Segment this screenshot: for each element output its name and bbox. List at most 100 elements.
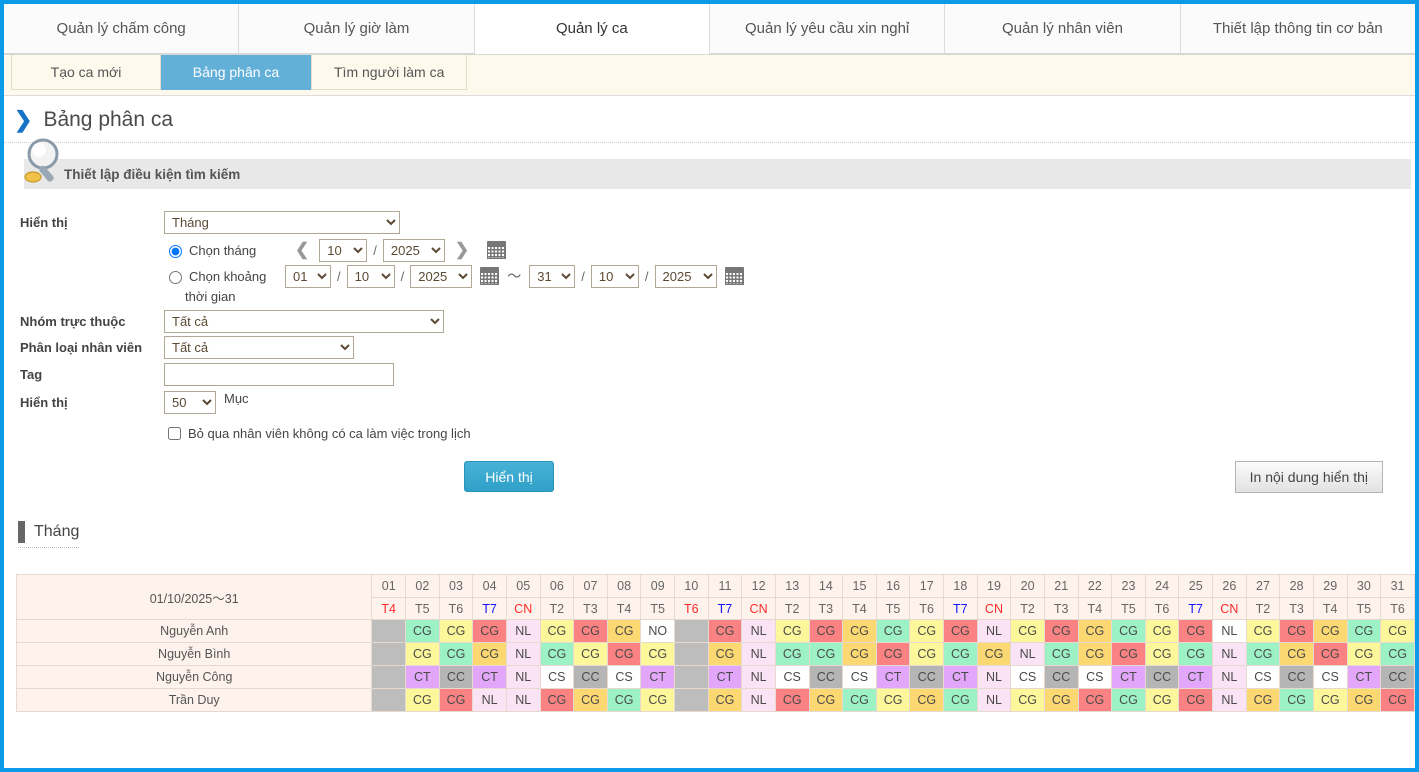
main-tab-5[interactable]: Thiết lập thông tin cơ bản xyxy=(1180,4,1415,54)
shift-cell[interactable]: NL xyxy=(505,619,541,643)
shift-cell[interactable]: CG xyxy=(405,619,440,643)
shift-cell[interactable]: CG xyxy=(707,688,743,712)
shift-cell[interactable]: CG xyxy=(573,688,608,712)
shift-cell[interactable]: CG xyxy=(1178,642,1214,666)
shift-cell[interactable]: NL xyxy=(505,665,541,689)
shift-cell[interactable]: CT xyxy=(1111,665,1146,689)
next-month-arrow[interactable]: ❯ xyxy=(454,240,470,259)
sub-tab-2[interactable]: Tìm người làm ca xyxy=(311,55,468,90)
shift-cell[interactable]: CS xyxy=(774,665,810,689)
shift-cell[interactable]: CG xyxy=(842,688,877,712)
shift-cell[interactable]: CG xyxy=(405,642,440,666)
range-end-day-select[interactable]: 31 xyxy=(529,264,576,288)
shift-cell[interactable]: CG xyxy=(1077,642,1113,666)
shift-cell[interactable]: CS xyxy=(1077,665,1113,689)
shift-cell[interactable]: CG xyxy=(1380,619,1415,643)
shift-cell[interactable]: CG xyxy=(1279,642,1314,666)
shift-cell[interactable]: CG xyxy=(943,688,978,712)
shift-cell[interactable]: CG xyxy=(438,642,474,666)
shift-cell[interactable] xyxy=(371,688,407,712)
calendar-icon-end[interactable] xyxy=(724,267,744,285)
shift-cell[interactable]: CC xyxy=(909,665,945,689)
employee-name[interactable]: Trần Duy xyxy=(15,688,373,712)
sub-tab-1[interactable]: Bảng phân ca xyxy=(161,55,311,90)
shift-cell[interactable]: CG xyxy=(1346,619,1382,643)
shift-cell[interactable]: CG xyxy=(1111,642,1146,666)
shift-cell[interactable]: CG xyxy=(472,642,507,666)
shift-cell[interactable]: NL xyxy=(505,688,541,712)
shift-cell[interactable]: CC xyxy=(1043,665,1079,689)
shift-cell[interactable]: CG xyxy=(1010,619,1045,643)
shift-cell[interactable]: CT xyxy=(1346,665,1382,689)
shift-cell[interactable]: CG xyxy=(875,642,911,666)
shift-cell[interactable]: CG xyxy=(1010,688,1045,712)
shift-cell[interactable]: CC xyxy=(438,665,474,689)
shift-cell[interactable]: CG xyxy=(707,642,743,666)
shift-cell[interactable]: CG xyxy=(472,619,507,643)
shift-cell[interactable]: CG xyxy=(1111,619,1146,643)
shift-cell[interactable]: CG xyxy=(1178,619,1214,643)
tag-input[interactable] xyxy=(164,363,394,386)
print-button[interactable]: In nội dung hiển thị xyxy=(1234,461,1383,493)
shift-cell[interactable]: CG xyxy=(1346,642,1382,666)
shift-cell[interactable]: CG xyxy=(875,619,911,643)
shift-cell[interactable]: CG xyxy=(774,619,810,643)
shift-cell[interactable]: NL xyxy=(976,665,1012,689)
shift-cell[interactable]: CT xyxy=(1178,665,1214,689)
shift-cell[interactable]: CG xyxy=(1111,688,1146,712)
shift-cell[interactable]: CG xyxy=(438,688,474,712)
shift-cell[interactable]: NL xyxy=(1212,688,1247,712)
shift-cell[interactable]: CG xyxy=(606,619,642,643)
shift-cell[interactable]: CG xyxy=(842,642,877,666)
shift-cell[interactable]: CG xyxy=(539,642,575,666)
shift-cell[interactable]: CG xyxy=(976,642,1012,666)
choose-range-radio[interactable] xyxy=(169,271,182,284)
shift-cell[interactable]: CC xyxy=(1279,665,1314,689)
range-end-month-select[interactable]: 10 xyxy=(590,264,639,288)
submit-display-button[interactable]: Hiển thị xyxy=(464,461,554,492)
shift-cell[interactable]: CG xyxy=(539,619,575,643)
shift-cell[interactable]: CG xyxy=(1245,642,1281,666)
main-tab-2[interactable]: Quản lý ca xyxy=(474,4,710,54)
shift-cell[interactable]: CC xyxy=(808,665,844,689)
shift-cell[interactable]: NL xyxy=(505,642,541,666)
shift-cell[interactable]: CG xyxy=(1279,688,1314,712)
shift-cell[interactable]: CT xyxy=(405,665,440,689)
employee-name[interactable]: Nguyễn Anh xyxy=(15,619,373,643)
shift-cell[interactable]: CC xyxy=(1380,665,1415,689)
shift-cell[interactable]: CG xyxy=(1245,619,1281,643)
shift-cell[interactable]: CG xyxy=(1312,642,1348,666)
prev-month-arrow[interactable]: ❮ xyxy=(295,240,310,259)
shift-cell[interactable]: CG xyxy=(640,642,676,666)
shift-cell[interactable]: CS xyxy=(1312,665,1348,689)
shift-cell[interactable]: CG xyxy=(943,619,978,643)
shift-cell[interactable]: CG xyxy=(842,619,877,643)
shift-cell[interactable]: CG xyxy=(1077,688,1113,712)
shift-cell[interactable]: CG xyxy=(808,642,844,666)
shift-cell[interactable]: CG xyxy=(1312,688,1348,712)
shift-cell[interactable]: CG xyxy=(707,619,743,643)
shift-cell[interactable]: CG xyxy=(1144,642,1180,666)
shift-cell[interactable]: CG xyxy=(606,688,642,712)
shift-cell[interactable]: CG xyxy=(909,642,945,666)
shift-cell[interactable]: CG xyxy=(1380,688,1415,712)
shift-cell[interactable]: CC xyxy=(1144,665,1180,689)
shift-cell[interactable]: CG xyxy=(1144,688,1180,712)
calendar-icon[interactable] xyxy=(487,241,507,259)
main-tab-1[interactable]: Quản lý giờ làm xyxy=(239,4,475,54)
choose-month-radio[interactable] xyxy=(169,245,182,258)
shift-cell[interactable]: CS xyxy=(539,665,575,689)
shift-cell[interactable]: NL xyxy=(472,688,507,712)
shift-cell[interactable]: CT xyxy=(943,665,978,689)
employee-name[interactable]: Nguyễn Công xyxy=(15,665,373,689)
shift-cell[interactable]: NL xyxy=(741,619,776,643)
shift-cell[interactable]: CG xyxy=(808,688,844,712)
shift-cell[interactable]: CG xyxy=(808,619,844,643)
shift-cell[interactable]: NL xyxy=(976,619,1012,643)
calendar-icon-start[interactable] xyxy=(480,267,500,285)
shift-cell[interactable]: CG xyxy=(1178,688,1214,712)
shift-cell[interactable]: NL xyxy=(741,688,776,712)
employee-type-select[interactable]: Tất cả xyxy=(164,336,354,359)
shift-cell[interactable]: CG xyxy=(606,642,642,666)
shift-cell[interactable]: CS xyxy=(1245,665,1281,689)
